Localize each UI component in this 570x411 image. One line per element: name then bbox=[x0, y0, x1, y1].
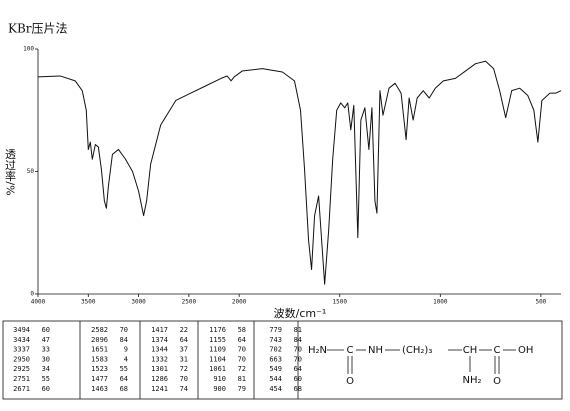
structure-text: O bbox=[493, 376, 501, 387]
table-cell: 3494 bbox=[13, 326, 30, 334]
table-cell: 70 bbox=[120, 326, 128, 334]
table-cell: 55 bbox=[120, 365, 128, 373]
structure-text: O bbox=[346, 376, 354, 387]
structure-text: OH bbox=[518, 345, 533, 356]
table-cell: 2925 bbox=[13, 365, 30, 373]
table-cell: 3434 bbox=[13, 336, 30, 344]
table-cell: 1104 bbox=[209, 355, 226, 363]
table-cell: 68 bbox=[294, 385, 302, 393]
table-cell: 1301 bbox=[151, 365, 168, 373]
table-cell: 1109 bbox=[209, 346, 226, 354]
table-cell: 60 bbox=[294, 375, 302, 383]
table-cell: 37 bbox=[180, 346, 188, 354]
table-cell: 1241 bbox=[151, 385, 168, 393]
x-tick-label: 2000 bbox=[232, 299, 247, 306]
table-cell: 702 bbox=[269, 346, 282, 354]
x-tick-label: 1500 bbox=[333, 299, 348, 306]
table-cell: 64 bbox=[294, 365, 302, 373]
structure-text: NH₂ bbox=[462, 375, 481, 386]
table-cell: 544 bbox=[269, 375, 282, 383]
x-tick-label: 1000 bbox=[433, 299, 448, 306]
structure-text: C bbox=[347, 345, 354, 356]
table-cell: 1374 bbox=[151, 336, 168, 344]
x-tick-label: 4000 bbox=[31, 299, 46, 306]
table-cell: 60 bbox=[42, 326, 50, 334]
table-cell: 81 bbox=[238, 375, 246, 383]
table-cell: 1332 bbox=[151, 355, 168, 363]
table-cell: 1583 bbox=[91, 355, 108, 363]
table-cell: 47 bbox=[42, 336, 50, 344]
y-tick-label: 50 bbox=[27, 168, 35, 175]
table-cell: 2096 bbox=[91, 336, 108, 344]
table-cell: 64 bbox=[180, 336, 188, 344]
table-cell: 70 bbox=[238, 346, 246, 354]
table-cell: 34 bbox=[42, 365, 50, 373]
table-cell: 22 bbox=[180, 326, 188, 334]
table-cell: 1286 bbox=[151, 375, 168, 383]
x-tick-label: 3000 bbox=[131, 299, 146, 306]
table-cell: 31 bbox=[180, 355, 188, 363]
table-cell: 33 bbox=[42, 346, 50, 354]
table-cell: 1061 bbox=[209, 365, 226, 373]
spectrum-line bbox=[37, 60, 562, 285]
structure-bonds bbox=[327, 349, 516, 374]
y-axis-label: 透过率/% bbox=[4, 148, 17, 195]
structure-text: NH bbox=[368, 345, 383, 356]
table-cell: 3337 bbox=[13, 346, 30, 354]
table-cell: 2582 bbox=[91, 326, 108, 334]
table-cell: 64 bbox=[238, 336, 246, 344]
table-frame bbox=[2, 320, 563, 400]
y-tick-label: 0 bbox=[30, 291, 34, 298]
table-cell: 2751 bbox=[13, 375, 30, 383]
table-cell: 84 bbox=[294, 336, 302, 344]
x-tick-label: 3500 bbox=[81, 299, 96, 306]
table-cell: 2950 bbox=[13, 355, 30, 363]
table-cell: 74 bbox=[180, 385, 188, 393]
table-cell: 70 bbox=[294, 346, 302, 354]
structure-text: CH bbox=[463, 345, 478, 356]
table-cell: 663 bbox=[269, 355, 282, 363]
x-tick-label: 2500 bbox=[182, 299, 197, 306]
table-cell: 549 bbox=[269, 365, 282, 373]
table-cell: 70 bbox=[180, 375, 188, 383]
table-separators bbox=[79, 321, 299, 399]
y-tick-label: 100 bbox=[23, 46, 34, 53]
table-cell: 743 bbox=[269, 336, 282, 344]
table-cell: 72 bbox=[238, 365, 246, 373]
table-cell: 1176 bbox=[209, 326, 226, 334]
x-axis-label: 波数/cm⁻¹ bbox=[274, 307, 327, 320]
table-cell: 779 bbox=[269, 326, 282, 334]
table-cell: 1417 bbox=[151, 326, 168, 334]
table-cell: 55 bbox=[42, 375, 50, 383]
table-cell: 68 bbox=[120, 385, 128, 393]
table-cell: 1463 bbox=[91, 385, 108, 393]
x-tick-label: 500 bbox=[535, 299, 546, 306]
table-cell: 910 bbox=[213, 375, 226, 383]
table-cell: 1651 bbox=[91, 346, 108, 354]
table-cell: 9 bbox=[124, 346, 128, 354]
table-cell: 1477 bbox=[91, 375, 108, 383]
table-cell: 454 bbox=[269, 385, 282, 393]
table-cell: 2671 bbox=[13, 385, 30, 393]
table-cell: 72 bbox=[180, 365, 188, 373]
table-cell: 84 bbox=[120, 336, 128, 344]
table-cell: 81 bbox=[294, 326, 302, 334]
table-cell: 4 bbox=[124, 355, 128, 363]
table-cell: 60 bbox=[42, 385, 50, 393]
chart-title: KBr压片法 bbox=[8, 22, 68, 36]
table-cell: 1344 bbox=[151, 346, 168, 354]
table-cell: 900 bbox=[213, 385, 226, 393]
table-cell: 79 bbox=[238, 385, 246, 393]
table-cell: 70 bbox=[238, 355, 246, 363]
structure-text: H₂N bbox=[308, 345, 327, 356]
table-cell: 30 bbox=[42, 355, 50, 363]
table-cell: 1523 bbox=[91, 365, 108, 373]
table-cell: 1155 bbox=[209, 336, 226, 344]
table-cell: 58 bbox=[238, 326, 246, 334]
structure-text: C bbox=[494, 345, 501, 356]
table-cell: 64 bbox=[120, 375, 128, 383]
structure-text: (CH₂)₃ bbox=[402, 345, 432, 356]
table-cell: 70 bbox=[294, 355, 302, 363]
